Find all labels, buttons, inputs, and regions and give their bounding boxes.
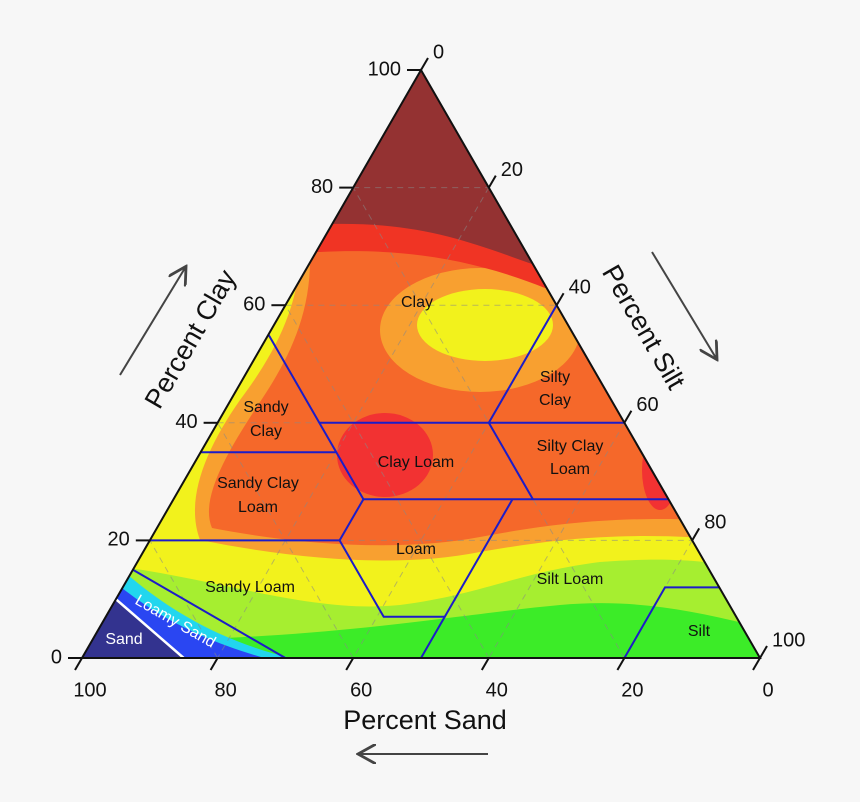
tick-label: 80 bbox=[704, 512, 726, 534]
region-label: Silt Loam bbox=[537, 571, 604, 588]
region-label: Sandy Loam bbox=[205, 579, 295, 596]
boundary bbox=[487, 304, 558, 424]
tick-label: 0 bbox=[51, 646, 62, 668]
tick-mark bbox=[487, 175, 497, 189]
axis-title: Percent Sand bbox=[343, 705, 507, 735]
tick-label: 20 bbox=[108, 529, 130, 551]
tick-label: 40 bbox=[486, 679, 508, 701]
tick-label: 60 bbox=[350, 679, 372, 701]
boundary bbox=[115, 598, 185, 659]
tick-mark bbox=[480, 657, 490, 671]
tick-label: 80 bbox=[214, 679, 236, 701]
region-label: Loam bbox=[238, 499, 278, 516]
tick-mark bbox=[691, 527, 701, 541]
boundary bbox=[623, 586, 720, 659]
region-label: Sand bbox=[105, 631, 142, 648]
tick-label: 20 bbox=[501, 159, 523, 181]
tick-mark bbox=[74, 657, 83, 671]
region-label: Loam bbox=[550, 461, 590, 478]
tick-label: 100 bbox=[772, 629, 805, 651]
tick-label: 0 bbox=[762, 679, 773, 701]
boundary bbox=[420, 498, 514, 659]
triangle-frame bbox=[80, 67, 762, 659]
region-boundaries bbox=[115, 304, 720, 659]
region-label: Silty Clay bbox=[537, 438, 604, 455]
axis-title: Percent Silt bbox=[596, 260, 691, 395]
region-label: Clay bbox=[539, 392, 571, 409]
tick-mark bbox=[345, 657, 355, 671]
region-label: Silty bbox=[540, 369, 570, 386]
region-label: Clay Loam bbox=[378, 454, 454, 471]
tick-mark bbox=[759, 645, 768, 659]
direction-arrow bbox=[651, 251, 716, 358]
region-label: Clay bbox=[401, 294, 433, 311]
direction-arrow bbox=[119, 268, 185, 376]
ticks: 0 20 40 60 80 100 0 20 40 60 80 100 0 20 40 60 80 100 bbox=[51, 41, 806, 701]
tick-mark bbox=[555, 292, 565, 306]
boundary bbox=[338, 498, 365, 541]
contour-fill bbox=[82, 70, 760, 658]
region-label: Sandy Clay bbox=[217, 475, 299, 492]
tick-mark bbox=[209, 657, 219, 671]
tick-label: 80 bbox=[311, 176, 333, 198]
tick-label: 60 bbox=[636, 394, 658, 416]
grid-line bbox=[352, 187, 625, 659]
tick-label: 20 bbox=[621, 679, 643, 701]
axis-title: Percent Clay bbox=[139, 264, 243, 413]
region-label: Clay bbox=[250, 423, 282, 440]
tick-label: 100 bbox=[73, 679, 106, 701]
tick-label: 0 bbox=[433, 41, 444, 63]
tick-label: 60 bbox=[243, 293, 265, 315]
region-label: Silt bbox=[688, 623, 711, 640]
boundary bbox=[149, 539, 445, 618]
tick-mark bbox=[616, 657, 626, 671]
tick-label: 40 bbox=[175, 411, 197, 433]
region-label: Loam bbox=[396, 541, 436, 558]
boundary bbox=[487, 422, 534, 500]
tick-mark bbox=[623, 410, 633, 424]
grid-line bbox=[217, 187, 490, 659]
region-label: Sandy bbox=[243, 399, 288, 416]
tick-label: 100 bbox=[368, 58, 401, 80]
tick-mark bbox=[752, 657, 761, 671]
tick-label: 40 bbox=[569, 276, 591, 298]
boundary bbox=[132, 568, 286, 659]
boundary bbox=[267, 334, 365, 500]
tick-mark bbox=[420, 57, 429, 71]
